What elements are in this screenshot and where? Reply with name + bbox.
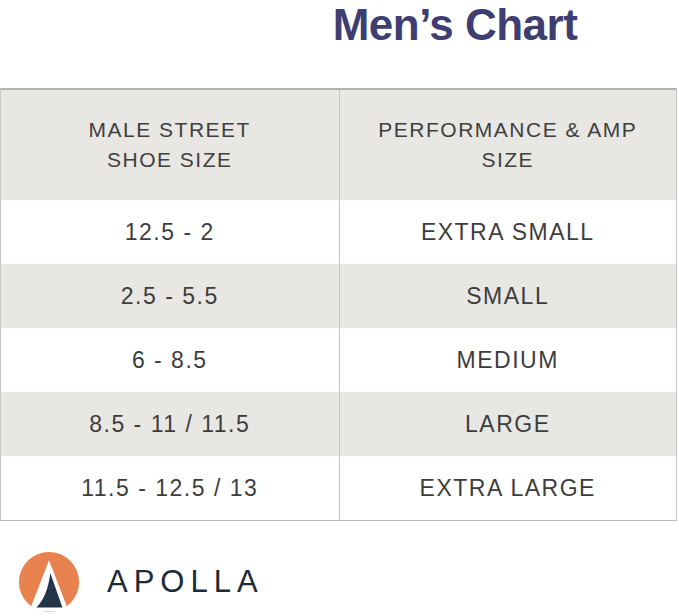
apolla-mountain-circle-icon [17,550,81,614]
table-row-cell-shoe-size: 11.5 - 12.5 / 13 [1,456,339,520]
table-row-cell-shoe-size: 6 - 8.5 [1,328,339,392]
brand-footer: APOLLA [17,550,264,614]
column-header-label: MALE STREET SHOE SIZE [65,115,275,175]
table-row-cell-product-size: LARGE [339,392,677,456]
brand-wordmark: APOLLA [107,564,264,600]
table-row-cell-product-size: EXTRA LARGE [339,456,677,520]
page-title: Men’s Chart [333,0,578,50]
table-row-cell-shoe-size: 12.5 - 2 [1,200,339,264]
table-row-cell-shoe-size: 8.5 - 11 / 11.5 [1,392,339,456]
column-header-product-size: PERFORMANCE & AMP SIZE [339,90,677,200]
table-row-cell-product-size: MEDIUM [339,328,677,392]
column-header-shoe-size: MALE STREET SHOE SIZE [1,90,339,200]
table-row-cell-product-size: SMALL [339,264,677,328]
size-chart-table: MALE STREET SHOE SIZE PERFORMANCE & AMP … [0,88,677,521]
table-row-cell-shoe-size: 2.5 - 5.5 [1,264,339,328]
mens-size-chart-page: Men’s Chart MALE STREET SHOE SIZE PERFOR… [0,0,679,616]
column-header-label: PERFORMANCE & AMP SIZE [363,115,653,175]
table-row-cell-product-size: EXTRA SMALL [339,200,677,264]
